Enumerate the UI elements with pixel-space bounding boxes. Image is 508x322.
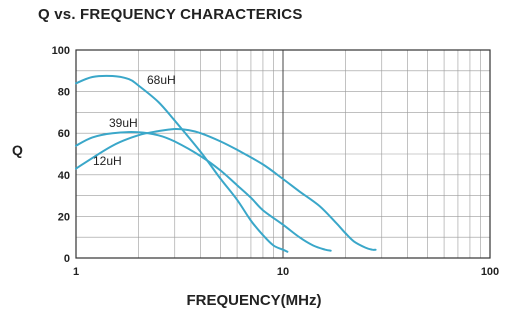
chart-title: Q vs. FREQUENCY CHARACTERICS [38, 6, 303, 23]
y-tick-label: 0 [64, 253, 70, 265]
grid [75, 49, 491, 259]
tick-labels: 68uH 39uH 12uH 0 20 40 60 80 100 1 10 100 [52, 45, 500, 278]
y-tick-label: 60 [58, 128, 70, 140]
y-axis-title: Q [12, 142, 23, 158]
curve-label-39uh: 39uH [109, 116, 138, 130]
x-tick-label: 1 [73, 266, 79, 278]
series-line-39uh [75, 131, 332, 252]
plot-frame [75, 49, 491, 259]
y-tick-label: 100 [52, 45, 70, 57]
curve-label-12uh: 12uH [93, 154, 122, 168]
curve-label-68uh: 68uH [147, 73, 176, 87]
y-tick-label: 20 [58, 211, 70, 223]
y-tick-label: 40 [58, 170, 70, 182]
series-lines [75, 74, 377, 253]
x-tick-label: 10 [277, 266, 289, 278]
series-line-12uh [75, 127, 377, 251]
x-axis-title: FREQUENCY(MHz) [186, 292, 322, 309]
y-tick-label: 80 [58, 87, 70, 99]
series-line-68uh [75, 74, 289, 253]
x-tick-label: 100 [481, 266, 499, 278]
